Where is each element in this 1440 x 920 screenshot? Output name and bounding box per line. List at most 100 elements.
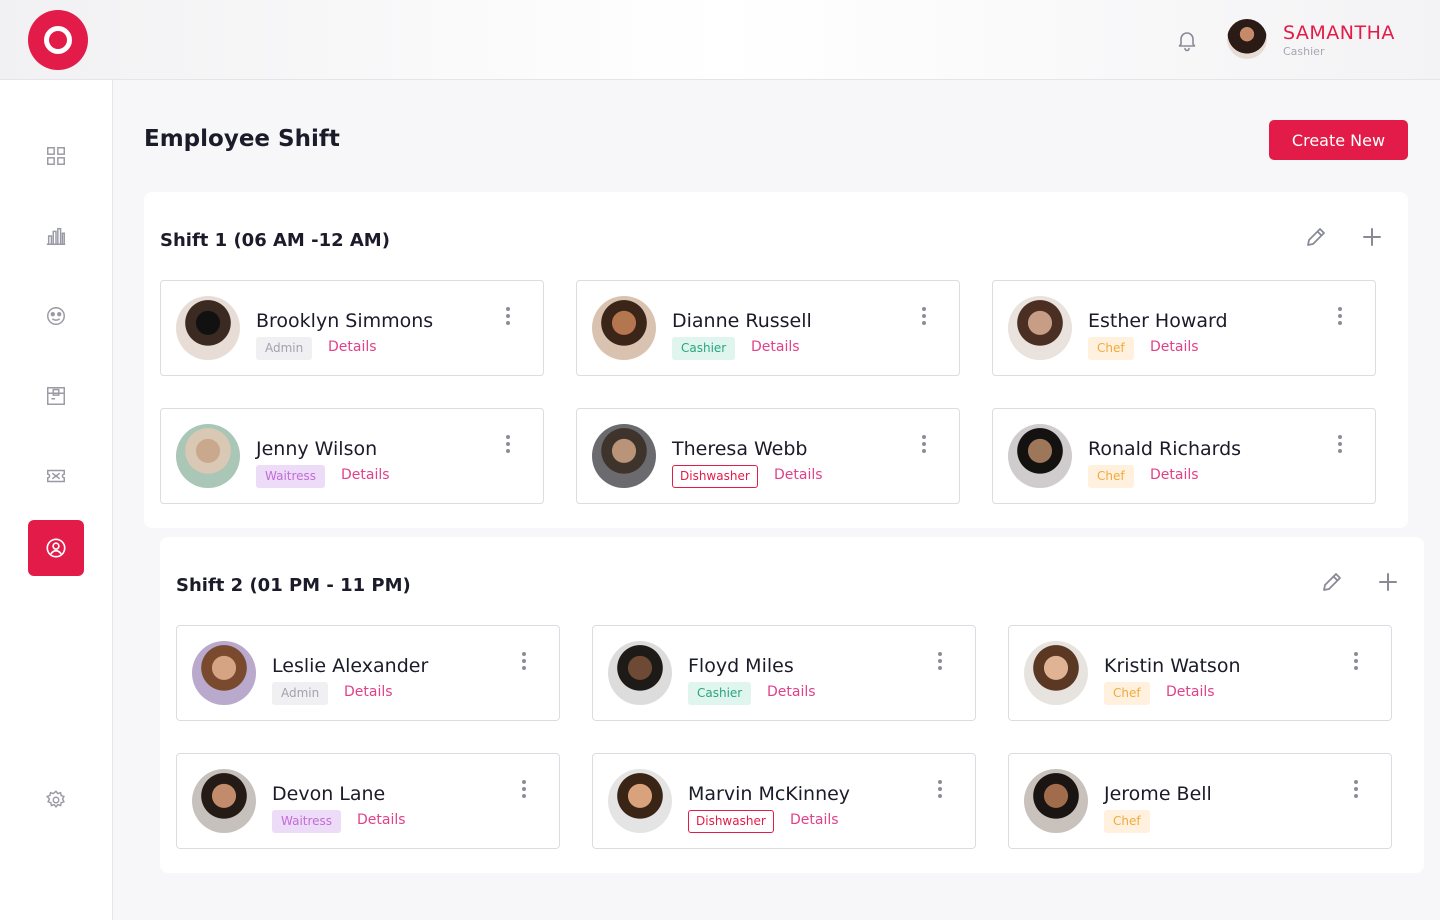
role-badge: Cashier <box>688 682 752 705</box>
employee-card[interactable]: Brooklyn Simmons Admin Details <box>160 280 544 376</box>
sidebar <box>0 80 113 920</box>
avatar <box>192 641 256 705</box>
page-title: Employee Shift <box>144 126 340 152</box>
bar-chart-icon <box>46 227 66 245</box>
employee-user-icon <box>46 538 66 558</box>
more-options-icon[interactable] <box>937 652 943 670</box>
employee-card[interactable]: Floyd Miles Cashier Details <box>592 625 976 721</box>
more-options-icon[interactable] <box>1337 435 1343 453</box>
avatar <box>1008 296 1072 360</box>
avatar <box>192 769 256 833</box>
employee-name: Jerome Bell <box>1104 783 1212 805</box>
role-badge: Dishwasher <box>688 810 774 833</box>
employee-name: Leslie Alexander <box>272 655 429 677</box>
shift-title: Shift 2 (01 PM - 11 PM) <box>176 575 411 596</box>
shift-title: Shift 1 (06 AM -12 AM) <box>160 230 390 251</box>
details-link[interactable]: Details <box>751 339 800 355</box>
sidebar-item-settings[interactable] <box>28 772 84 828</box>
employee-name: Theresa Webb <box>672 438 808 460</box>
role-badge: Dishwasher <box>672 465 758 488</box>
employee-card[interactable]: Esther Howard Chef Details <box>992 280 1376 376</box>
employee-card[interactable]: Devon Lane Waitress Details <box>176 753 560 849</box>
details-link[interactable]: Details <box>774 467 823 483</box>
avatar <box>608 641 672 705</box>
more-options-icon[interactable] <box>505 307 511 325</box>
more-options-icon[interactable] <box>1353 780 1359 798</box>
sidebar-item-reports[interactable] <box>28 208 84 264</box>
avatar <box>176 296 240 360</box>
sidebar-item-dashboard[interactable] <box>28 128 84 184</box>
more-options-icon[interactable] <box>521 780 527 798</box>
details-link[interactable]: Details <box>1150 339 1199 355</box>
more-options-icon[interactable] <box>1337 307 1343 325</box>
role-badge: Cashier <box>672 337 736 360</box>
avatar <box>1024 641 1088 705</box>
more-options-icon[interactable] <box>921 307 927 325</box>
avatar <box>1024 769 1088 833</box>
employee-card[interactable]: Marvin McKinney Dishwasher Details <box>592 753 976 849</box>
add-employee-icon[interactable] <box>1360 225 1384 249</box>
sidebar-item-tickets[interactable] <box>28 448 84 504</box>
employee-name: Floyd Miles <box>688 655 794 677</box>
details-link[interactable]: Details <box>790 812 839 828</box>
role-badge: Chef <box>1104 810 1150 833</box>
employee-name: Brooklyn Simmons <box>256 310 434 332</box>
add-employee-icon[interactable] <box>1376 570 1400 594</box>
sidebar-item-inventory[interactable] <box>28 368 84 424</box>
details-link[interactable]: Details <box>1150 467 1199 483</box>
dashboard-grid-icon <box>47 147 65 165</box>
edit-shift-icon[interactable] <box>1320 570 1344 594</box>
employee-card[interactable]: Dianne Russell Cashier Details <box>576 280 960 376</box>
shift-panel: Shift 2 (01 PM - 11 PM) Leslie Alexander… <box>160 537 1424 873</box>
employee-name: Dianne Russell <box>672 310 812 332</box>
settings-gear-icon <box>45 790 65 809</box>
avatar <box>608 769 672 833</box>
employee-name: Marvin McKinney <box>688 783 851 805</box>
role-badge: Admin <box>256 337 313 360</box>
sidebar-item-customers[interactable] <box>28 288 84 344</box>
sidebar-item-employees[interactable] <box>28 520 84 576</box>
role-badge: Admin <box>272 682 329 705</box>
employee-card[interactable]: Kristin Watson Chef Details <box>1008 625 1392 721</box>
inventory-box-icon <box>47 387 65 405</box>
role-badge: Chef <box>1104 682 1150 705</box>
smiley-icon <box>47 307 65 325</box>
avatar <box>592 296 656 360</box>
role-badge: Waitress <box>272 810 342 833</box>
role-badge: Chef <box>1088 337 1134 360</box>
top-bar: SAMANTHA Cashier <box>0 0 1440 80</box>
bell-icon[interactable] <box>1175 28 1199 52</box>
employee-name: Jenny Wilson <box>256 438 378 460</box>
employee-name: Devon Lane <box>272 783 386 805</box>
more-options-icon[interactable] <box>1353 652 1359 670</box>
more-options-icon[interactable] <box>505 435 511 453</box>
details-link[interactable]: Details <box>767 684 816 700</box>
details-link[interactable]: Details <box>341 467 390 483</box>
details-link[interactable]: Details <box>1166 684 1215 700</box>
create-new-button[interactable]: Create New <box>1269 120 1408 160</box>
shift-panel: Shift 1 (06 AM -12 AM) Brooklyn Simmons A… <box>144 192 1408 528</box>
user-name[interactable]: SAMANTHA <box>1283 22 1395 44</box>
avatar <box>176 424 240 488</box>
ticket-icon <box>47 469 65 483</box>
employee-name: Kristin Watson <box>1104 655 1241 677</box>
role-badge: Chef <box>1088 465 1134 488</box>
user-role: Cashier <box>1283 45 1325 58</box>
avatar <box>592 424 656 488</box>
edit-shift-icon[interactable] <box>1304 225 1328 249</box>
employee-name: Esther Howard <box>1088 310 1228 332</box>
more-options-icon[interactable] <box>937 780 943 798</box>
role-badge: Waitress <box>256 465 326 488</box>
more-options-icon[interactable] <box>521 652 527 670</box>
employee-card[interactable]: Theresa Webb Dishwasher Details <box>576 408 960 504</box>
details-link[interactable]: Details <box>344 684 393 700</box>
employee-card[interactable]: Leslie Alexander Admin Details <box>176 625 560 721</box>
details-link[interactable]: Details <box>328 339 377 355</box>
more-options-icon[interactable] <box>921 435 927 453</box>
employee-card[interactable]: Jenny Wilson Waitress Details <box>160 408 544 504</box>
employee-card[interactable]: Jerome Bell Chef <box>1008 753 1392 849</box>
logo-icon[interactable] <box>28 10 88 70</box>
user-avatar[interactable] <box>1227 19 1267 59</box>
employee-card[interactable]: Ronald Richards Chef Details <box>992 408 1376 504</box>
details-link[interactable]: Details <box>357 812 406 828</box>
